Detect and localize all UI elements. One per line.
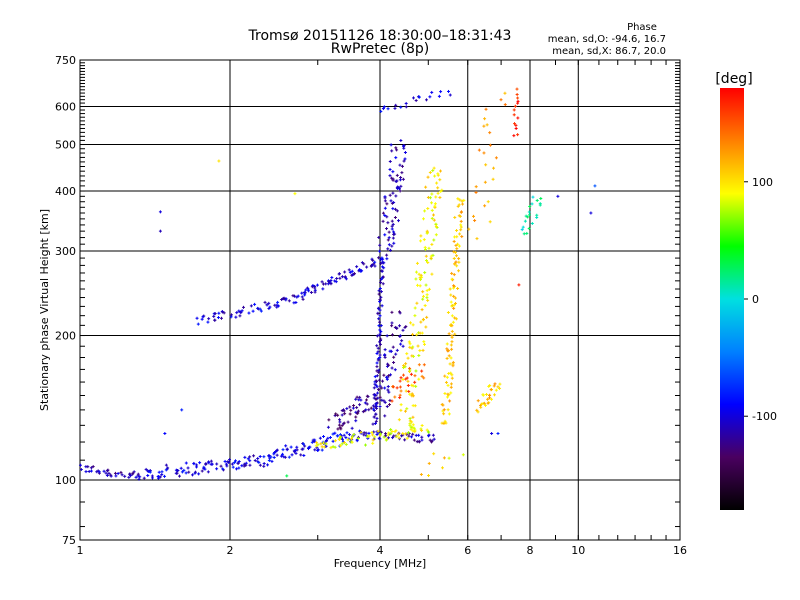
- y-tick-label: 600: [55, 101, 76, 114]
- stats-line-x: mean, sd,X: 86.7, 20.0: [552, 46, 666, 57]
- stats-heading: Phase: [627, 22, 657, 33]
- stats-line-o: mean, sd,O: -94.6, 16.7: [548, 34, 666, 45]
- x-tick-label: 4: [377, 544, 384, 557]
- y-axis-label: Stationary phase Virtual Height [km]: [38, 209, 51, 411]
- x-tick-label: 8: [527, 544, 534, 557]
- x-tick-label: 1: [77, 544, 84, 557]
- chart-subtitle: RwPretec (8p): [331, 41, 429, 57]
- colorbar-tick-label: 0: [752, 293, 759, 306]
- x-tick-label: 6: [464, 544, 471, 557]
- chart-title: Tromsø 20151126 18:30:00–18:31:43: [248, 28, 512, 44]
- colorbar-tick-label: 100: [752, 176, 773, 189]
- y-tick-label: 300: [55, 245, 76, 258]
- colorbar: 100 0 -100: [720, 88, 777, 510]
- y-tick-label: 500: [55, 139, 76, 152]
- x-axis-label: Frequency [MHz]: [334, 557, 426, 570]
- x-tick-label: 10: [571, 544, 585, 557]
- colorbar-label: [deg]: [715, 71, 752, 87]
- y-tick-label: 200: [55, 330, 76, 343]
- x-tick-label: 16: [673, 544, 687, 557]
- y-tick-label: 100: [55, 474, 76, 487]
- y-tick-label: 750: [55, 54, 76, 67]
- y-tick-label: 400: [55, 185, 76, 198]
- colorbar-scale: [720, 88, 744, 510]
- plot-area: 1 2 4 6 8 10 16 75 100 200 300 400 500 600 750: [55, 54, 687, 557]
- y-tick-label: 75: [62, 534, 76, 547]
- colorbar-tick-label: -100: [752, 410, 777, 423]
- x-tick-label: 2: [227, 544, 234, 557]
